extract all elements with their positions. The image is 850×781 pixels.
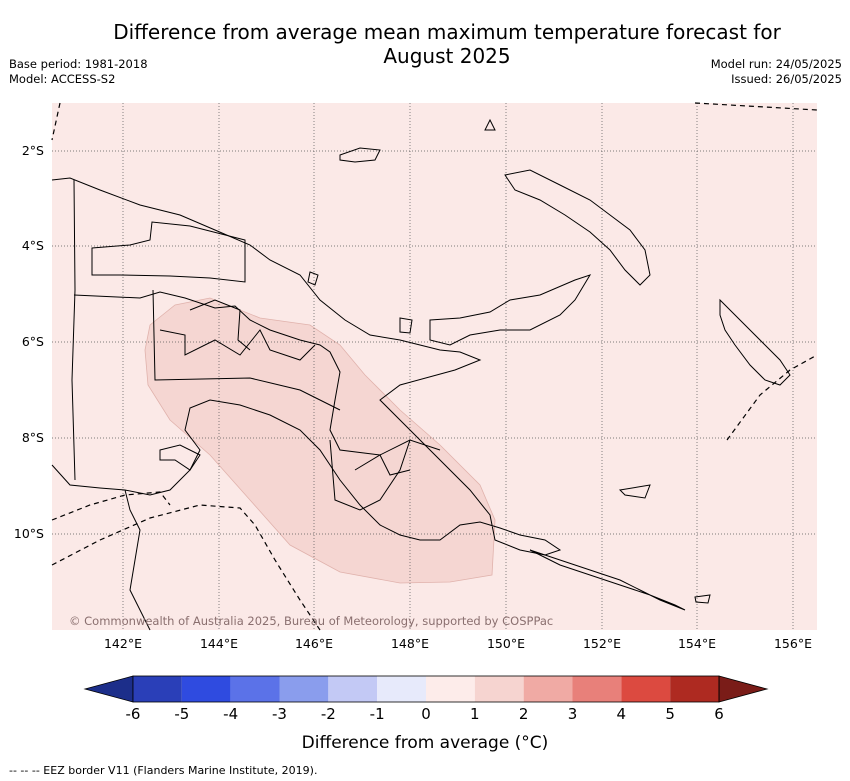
colorbar-extend-low <box>83 675 134 703</box>
colorbar-tick-label: 4 <box>616 705 627 723</box>
colorbar-tick-label: 2 <box>518 705 529 723</box>
colorbar-cell <box>377 676 426 702</box>
copyright-notice: © Commonwealth of Australia 2025, Bureau… <box>69 614 554 628</box>
colorbar-cell <box>181 676 231 702</box>
coastlines <box>51 118 791 631</box>
colorbar-tick-label: 1 <box>470 705 480 723</box>
meta-right: Model run: 24/05/2025 Issued: 26/05/2025 <box>711 57 842 87</box>
colorbar-tick-label: -6 <box>125 705 141 723</box>
eez-legend-note: -- -- -- EEZ border V11 (Flanders Marine… <box>9 764 318 777</box>
colorbar-cell <box>426 676 475 702</box>
colorbar-cell <box>328 676 378 702</box>
title-line-2: August 2025 <box>383 44 511 68</box>
lat-label-4s: 4°S <box>21 238 44 253</box>
lon-label-156e: 156°E <box>773 636 812 651</box>
colorbar-tick-label: 5 <box>665 705 675 723</box>
lat-label-10s: 10°S <box>13 526 44 541</box>
lon-label-144e: 144°E <box>199 636 238 651</box>
lon-label-150e: 150°E <box>486 636 525 651</box>
eez-borders <box>51 102 818 631</box>
title-line-1: Difference from average mean maximum tem… <box>113 20 781 44</box>
colorbar-tick-label: 0 <box>421 705 431 723</box>
colorbar-title: Difference from average (°C) <box>301 733 549 753</box>
colorbar-tick-label: -4 <box>223 705 239 723</box>
colorbar-tick-label: -5 <box>174 705 190 723</box>
base-period: Base period: 1981-2018 <box>9 57 148 71</box>
lat-label-2s: 2°S <box>21 143 44 158</box>
colorbar-cell <box>474 676 524 702</box>
meta-left: Base period: 1981-2018 Model: ACCESS-S2 <box>9 57 148 87</box>
lon-label-146e: 146°E <box>294 636 333 651</box>
lon-label-142e: 142°E <box>103 636 142 651</box>
issued-date: Issued: 26/05/2025 <box>731 72 842 86</box>
model-name: Model: ACCESS-S2 <box>9 72 116 86</box>
model-run: Model run: 24/05/2025 <box>710 57 842 71</box>
colorbar-tick-label: -3 <box>272 705 287 723</box>
colorbar-tick-label: 3 <box>567 705 578 723</box>
colorbar-cell <box>572 676 622 702</box>
colorbar-cell <box>133 676 182 702</box>
colorbar-cell <box>670 676 719 702</box>
colorbar-cell <box>279 676 329 702</box>
graticule <box>52 103 817 630</box>
lat-label-8s: 8°S <box>21 430 44 445</box>
colorbar-cell <box>230 676 280 702</box>
colorbar-tick-label: 6 <box>714 705 724 723</box>
colorbar-extend-high <box>718 675 769 703</box>
colorbar-tick-label: -1 <box>369 705 385 723</box>
chart-title: Difference from average mean maximum tem… <box>0 20 850 68</box>
lon-label-152e: 152°E <box>582 636 621 651</box>
lon-label-154e: 154°E <box>677 636 716 651</box>
colorbar-cell <box>621 676 671 702</box>
colorbar-outline <box>132 675 720 703</box>
colorbar-cells <box>83 675 769 703</box>
colorbar-tick-label: -2 <box>320 705 336 723</box>
lon-label-148e: 148°E <box>390 636 429 651</box>
lat-label-6s: 6°S <box>21 334 44 349</box>
anomaly-region-1-2 <box>144 297 496 584</box>
colorbar-cell <box>523 676 573 702</box>
